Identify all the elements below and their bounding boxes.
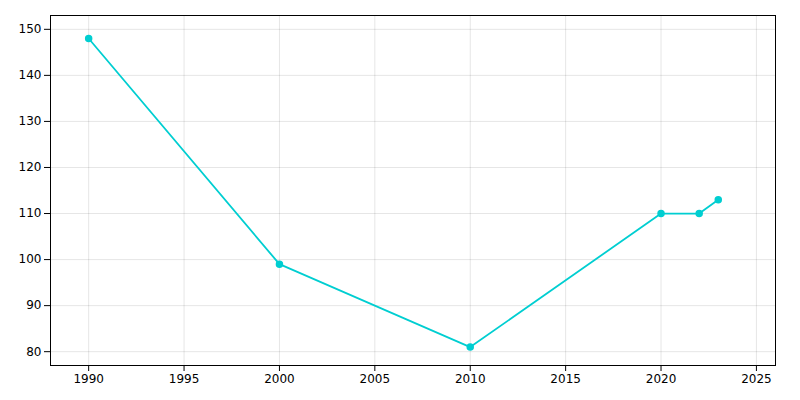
- svg-text:110: 110: [19, 206, 42, 220]
- svg-text:140: 140: [19, 68, 42, 82]
- svg-text:90: 90: [26, 298, 41, 312]
- svg-text:2020: 2020: [646, 372, 677, 386]
- svg-text:1995: 1995: [169, 372, 200, 386]
- svg-text:150: 150: [19, 22, 42, 36]
- svg-text:80: 80: [26, 345, 41, 359]
- svg-text:100: 100: [19, 252, 42, 266]
- svg-text:2010: 2010: [455, 372, 486, 386]
- svg-text:2005: 2005: [360, 372, 391, 386]
- svg-text:120: 120: [19, 160, 42, 174]
- svg-text:2025: 2025: [741, 372, 772, 386]
- svg-text:130: 130: [19, 114, 42, 128]
- svg-text:1990: 1990: [73, 372, 104, 386]
- svg-text:2015: 2015: [550, 372, 581, 386]
- svg-text:2000: 2000: [264, 372, 295, 386]
